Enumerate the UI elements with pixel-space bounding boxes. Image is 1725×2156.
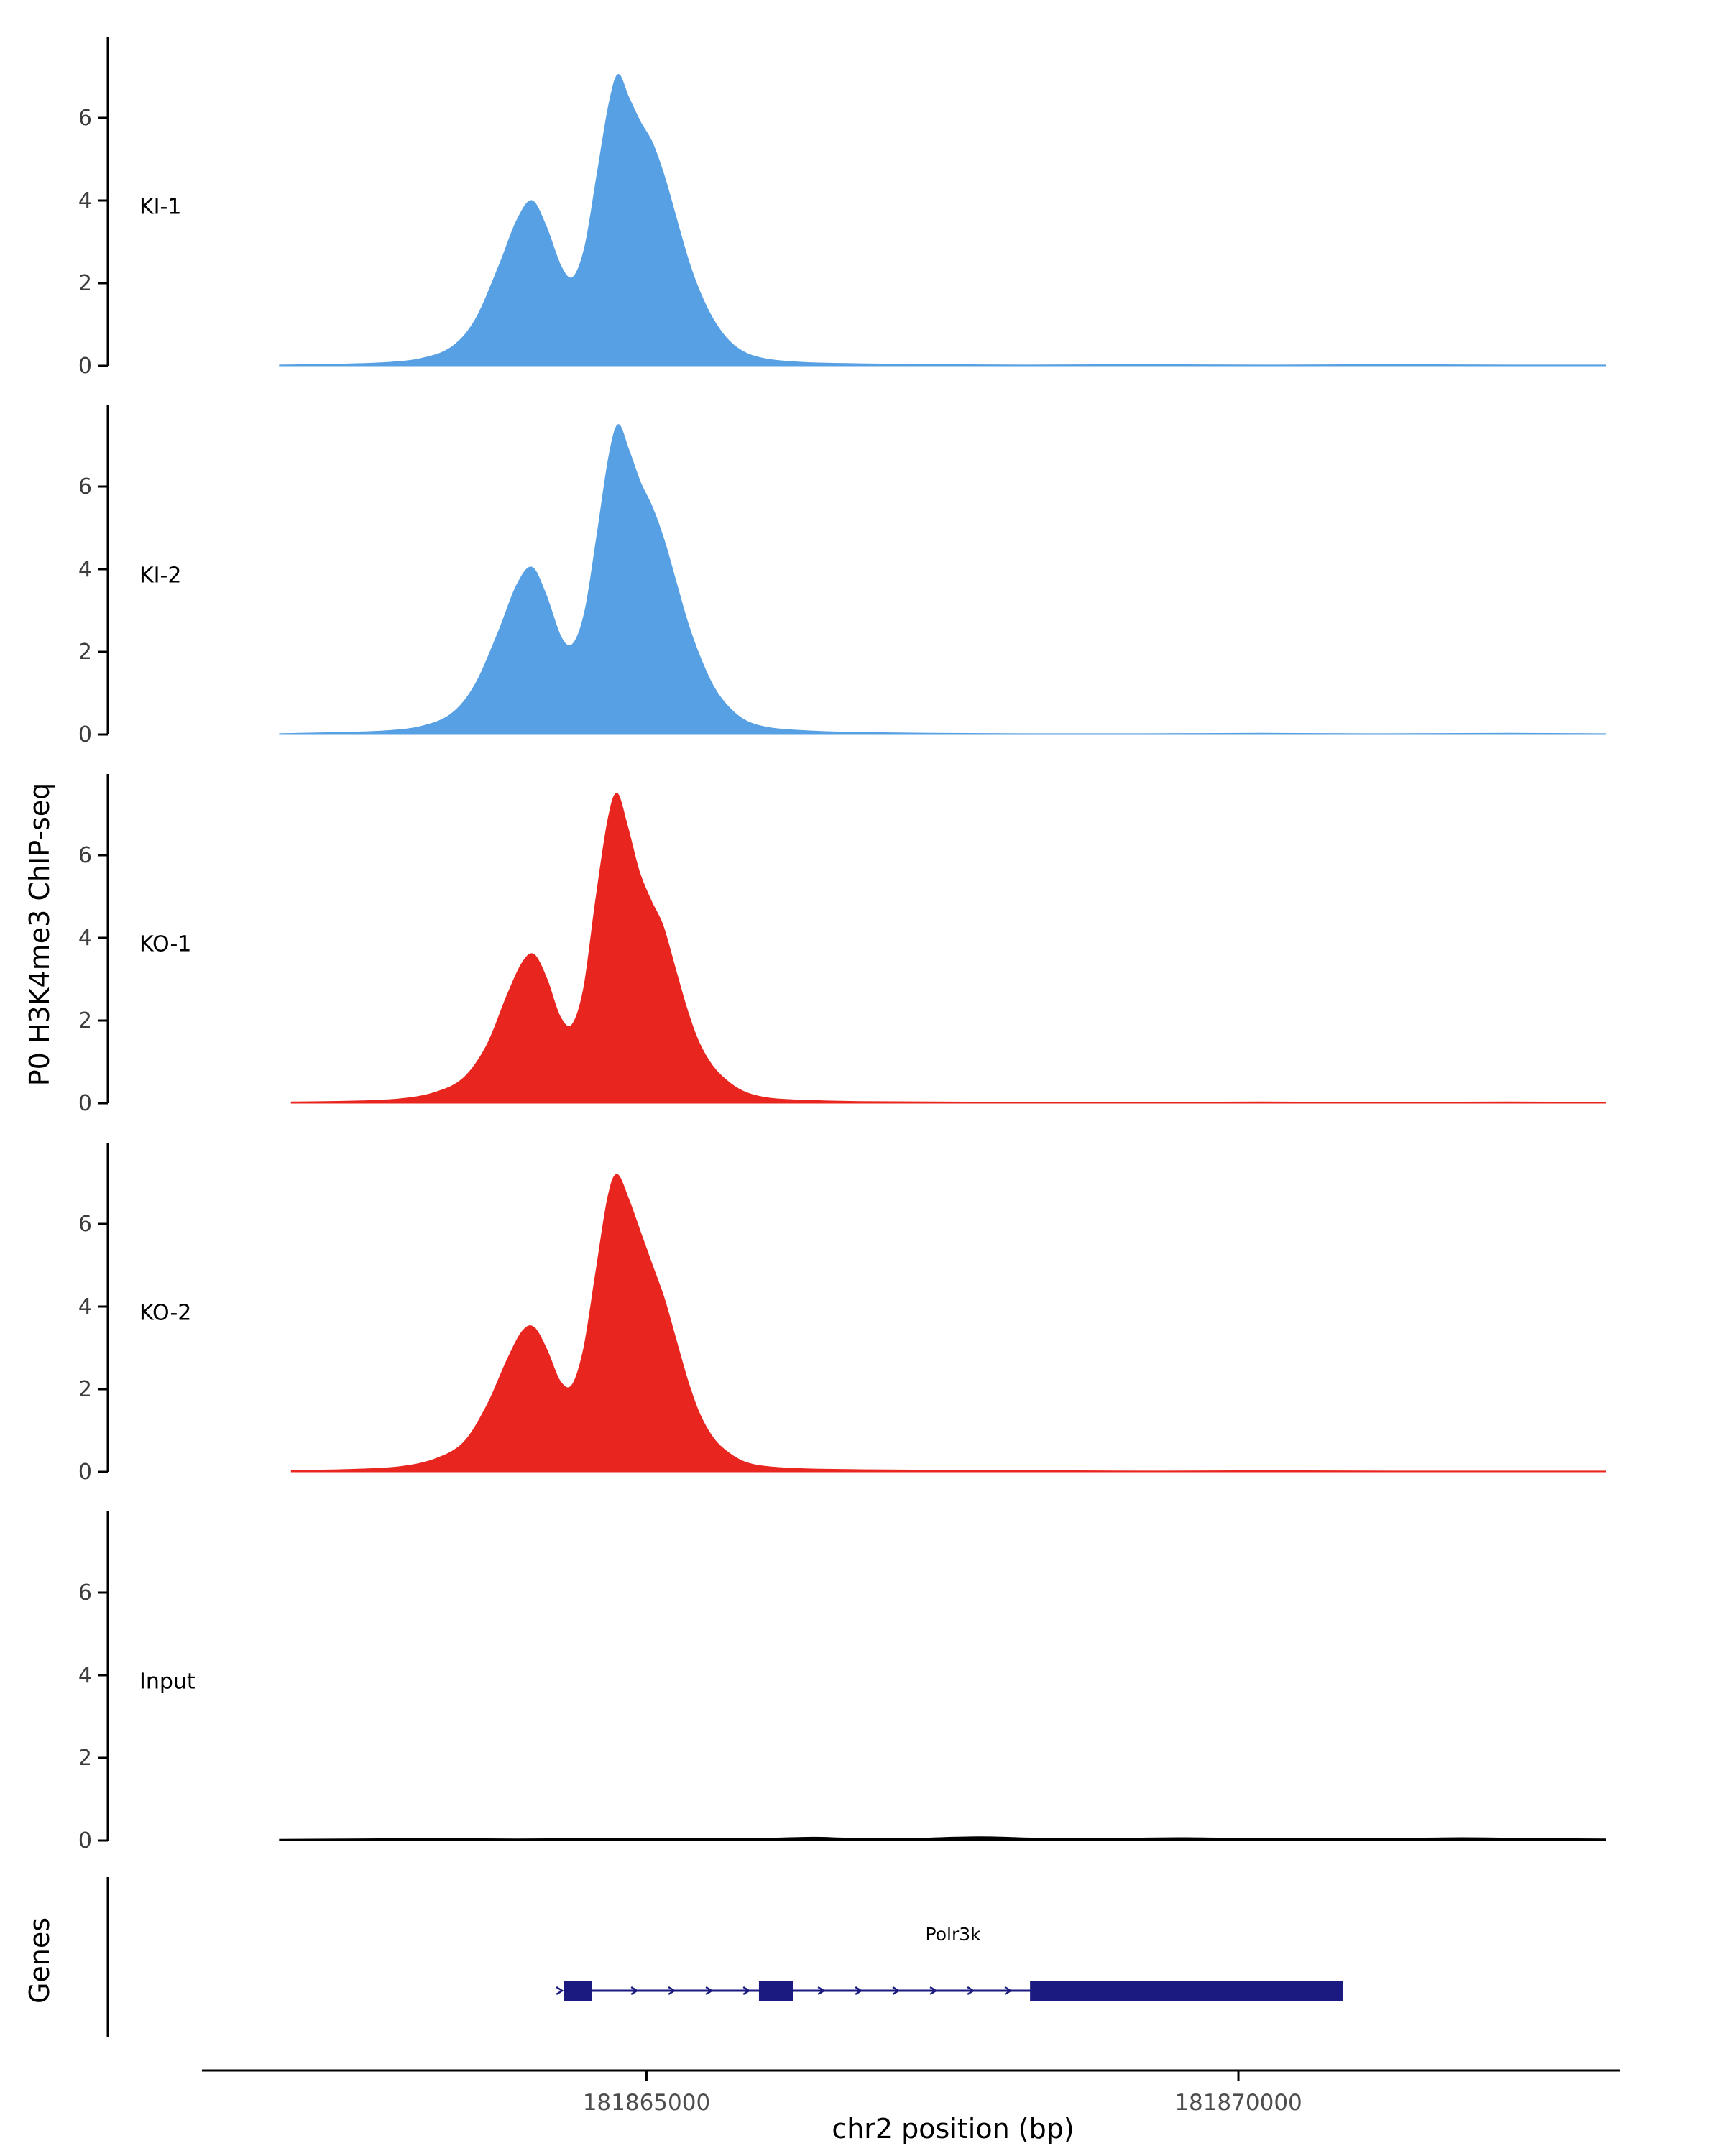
x-axis-panel: 181865000 181870000 (202, 2069, 1620, 2116)
x-tick-label: 181865000 (583, 2090, 711, 2116)
strand-arrow-icon (892, 1986, 901, 1996)
gene-name-label: Polr3k (926, 1924, 982, 1945)
strand-arrow-icon (929, 1986, 938, 1996)
track-KI-2-panel: 0 2 4 6 KI-2 (78, 405, 1606, 747)
strand-arrow-icon (668, 1986, 676, 1996)
track-KI-1-panel: 0 2 4 6 KI-1 (78, 37, 1606, 379)
y-tick-label: 0 (78, 1460, 92, 1485)
y-tick-label: 2 (78, 1008, 92, 1033)
track-label: KI-1 (139, 195, 181, 220)
y-tick-label: 4 (78, 188, 92, 213)
y-tick-label: 6 (78, 843, 92, 868)
coverage-area-KO-2 (290, 1174, 1606, 1473)
strand-arrow-icon (742, 1986, 751, 1996)
y-tick-label: 4 (78, 1294, 92, 1319)
track-Input-panel: 0 2 4 6 Input (78, 1511, 1606, 1853)
gene-panel: Polr3k (106, 1877, 1343, 2037)
gene-exon (564, 1981, 592, 2001)
strand-arrow-icon (630, 1986, 639, 1996)
strand-arrow-icon (705, 1986, 714, 1996)
strand-arrow-icon (1004, 1986, 1013, 1996)
y-tick-label: 0 (78, 1828, 92, 1853)
y-tick-label: 0 (78, 354, 92, 379)
strand-arrow-icon (855, 1986, 863, 1996)
coverage-area-KI-1 (279, 74, 1606, 367)
y-tick-label: 2 (78, 1746, 92, 1771)
coverage-area-Input (279, 1836, 1606, 1841)
track-label: KO-2 (139, 1301, 191, 1326)
y-tick-label: 6 (78, 1212, 92, 1237)
y-tick-label: 6 (78, 106, 92, 131)
y-tick-label: 0 (78, 722, 92, 747)
track-label: KO-1 (139, 932, 191, 957)
gene-exon (1030, 1981, 1343, 2001)
y-tick-label: 2 (78, 640, 92, 665)
y-tick-label: 0 (78, 1091, 92, 1116)
y-tick-label: 6 (78, 474, 92, 499)
strand-arrow-icon (967, 1986, 975, 1996)
y-tick-label: 4 (78, 926, 92, 951)
strand-arrow-icon (556, 1986, 564, 1996)
coverage-area-KI-2 (279, 424, 1606, 735)
y-tick-label: 6 (78, 1580, 92, 1606)
coverage-area-KO-1 (290, 793, 1606, 1104)
track-KO-1-panel: 0 2 4 6 KO-1 (78, 774, 1606, 1116)
x-axis-title: chr2 position (bp) (832, 2113, 1075, 2145)
strand-arrow-icon (817, 1986, 826, 1996)
y-tick-label: 2 (78, 271, 92, 296)
y-tick-label: 4 (78, 1663, 92, 1688)
track-label: KI-2 (139, 563, 181, 589)
y-tick-label: 4 (78, 557, 92, 582)
track-KO-2-panel: 0 2 4 6 KO-2 (78, 1143, 1606, 1485)
y-tick-label: 2 (78, 1377, 92, 1402)
gene-exon (758, 1981, 794, 2001)
track-label: Input (139, 1669, 196, 1695)
x-tick-label: 181870000 (1174, 2090, 1302, 2116)
